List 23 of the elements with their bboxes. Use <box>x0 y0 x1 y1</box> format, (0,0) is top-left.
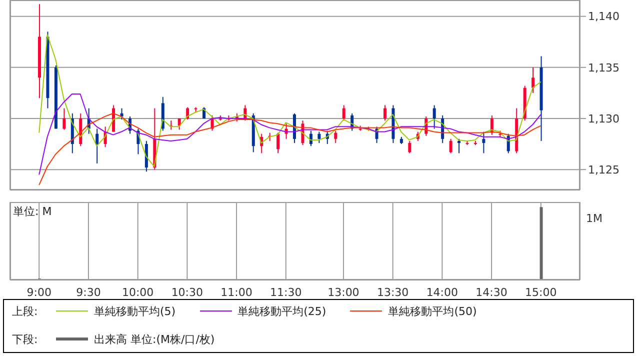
x-tick-label: 9:00 <box>26 286 52 299</box>
legend-label: 単純移動平均(50) <box>388 304 477 318</box>
y-tick-label: 1,135 <box>588 61 620 74</box>
x-tick-label: 11:00 <box>220 286 252 299</box>
text: 1M <box>586 212 602 225</box>
x-tick-label: 15:00 <box>525 286 557 299</box>
legend-label: 単純移動平均(5) <box>94 304 176 318</box>
x-tick-label: 13:00 <box>328 286 360 299</box>
x-tick-label: 9:30 <box>76 286 101 299</box>
y-axis-title: 単位: M <box>13 204 52 219</box>
legend-title: 下段: <box>11 332 39 346</box>
x-tick-label: 10:00 <box>122 286 154 299</box>
legend-title: 上段: <box>11 304 39 318</box>
y-tick-label: 1,130 <box>588 112 620 126</box>
legend-label: 出来高 単位:(M株/口/枚) <box>94 332 215 346</box>
x-tick-label: 11:30 <box>270 286 302 299</box>
x-tick-label: 13:30 <box>376 286 409 299</box>
y-tick-label: 1,140 <box>588 10 620 24</box>
x-tick-label: 10:30 <box>171 286 204 299</box>
legend-label: 単純移動平均(25) <box>238 304 326 318</box>
x-tick-label: 14:30 <box>476 286 508 299</box>
y-tick-label: 1,125 <box>588 163 620 176</box>
x-tick-label: 14:00 <box>426 286 458 299</box>
